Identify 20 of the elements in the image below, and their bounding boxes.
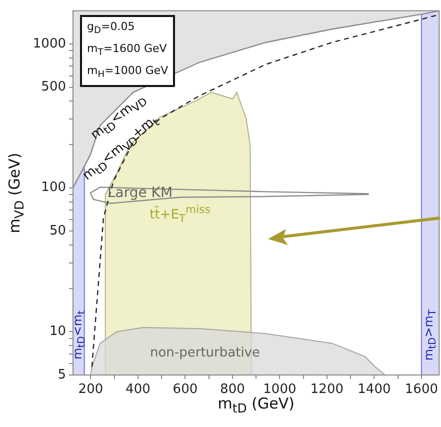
y-tick-label: 5 bbox=[58, 367, 66, 382]
annotation: Large KM bbox=[107, 185, 173, 201]
annotation: m$_{H}$=1000 GeV bbox=[87, 63, 168, 82]
x-tick-label: 200 bbox=[78, 382, 104, 398]
x-tick-label: 600 bbox=[172, 382, 198, 398]
annotation: m$_{T}$=1600 GeV bbox=[87, 40, 168, 60]
annotation: g$_{D}$=0.05 bbox=[87, 18, 136, 38]
x-tick-label: 1000 bbox=[263, 382, 296, 398]
x-tick-label: 1400 bbox=[358, 382, 391, 398]
annotation: non-perturbative bbox=[150, 346, 260, 360]
x-tick-label: 800 bbox=[220, 382, 245, 398]
x-axis-title: m$_{tD}$ (GeV) bbox=[218, 394, 294, 416]
y-tick-label: 100 bbox=[41, 180, 66, 196]
y-tick-label: 10 bbox=[49, 324, 66, 340]
x-tick-label: 400 bbox=[126, 382, 150, 398]
y-tick-label: 1000 bbox=[32, 36, 66, 52]
y-tick-label: 500 bbox=[41, 80, 66, 95]
x-tick-label: 1600 bbox=[404, 382, 438, 398]
x-tick-label: 1200 bbox=[310, 382, 344, 398]
y-tick-label: 50 bbox=[49, 224, 66, 239]
